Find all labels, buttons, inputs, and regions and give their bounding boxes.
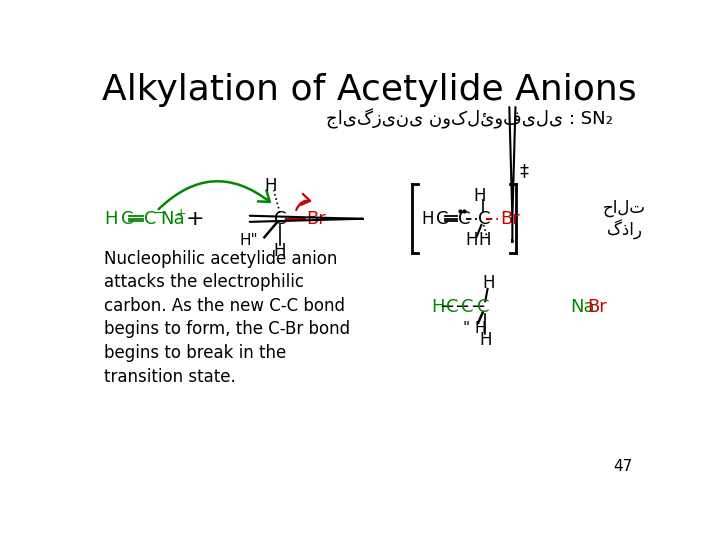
Text: +: + <box>176 207 186 220</box>
Text: ‡: ‡ <box>519 163 528 180</box>
Text: C: C <box>436 210 449 228</box>
Text: Br: Br <box>500 210 520 228</box>
Text: C: C <box>462 298 474 316</box>
Text: H: H <box>483 274 495 292</box>
Text: H: H <box>421 210 433 228</box>
Text: H: H <box>104 210 117 228</box>
Text: " H: " H <box>464 321 487 336</box>
Text: H: H <box>264 178 276 195</box>
Text: H: H <box>474 187 486 205</box>
Text: C: C <box>458 210 471 228</box>
Text: گذار: گذار <box>607 219 642 240</box>
Text: Nucleophilic acetylide anion
attacks the electrophilic
carbon. As the new C-C bo: Nucleophilic acetylide anion attacks the… <box>104 249 350 386</box>
Text: جایگزینی نوکلئوفیلی : SN₂: جایگزینی نوکلئوفیلی : SN₂ <box>326 109 613 129</box>
Text: C: C <box>121 210 133 228</box>
Text: +: + <box>185 209 204 229</box>
FancyArrowPatch shape <box>158 181 270 209</box>
Text: H: H <box>479 330 492 349</box>
Text: C: C <box>144 210 157 228</box>
FancyArrowPatch shape <box>296 194 310 210</box>
Text: H": H" <box>240 233 258 248</box>
Text: −: − <box>454 298 469 316</box>
Text: H: H <box>274 242 286 260</box>
Text: Br: Br <box>306 210 326 228</box>
Text: C: C <box>274 210 286 228</box>
Text: Na: Na <box>570 298 595 316</box>
Text: 47: 47 <box>613 459 632 474</box>
Text: Na: Na <box>160 210 184 228</box>
Text: −: − <box>469 298 485 316</box>
Text: Br: Br <box>587 298 606 316</box>
Text: C: C <box>478 210 491 228</box>
Text: −: − <box>153 207 164 220</box>
Text: −: − <box>438 298 454 316</box>
Text: Alkylation of Acetylide Anions: Alkylation of Acetylide Anions <box>102 73 636 107</box>
Text: H: H <box>478 231 491 249</box>
Text: C: C <box>477 298 489 316</box>
Text: حالت: حالت <box>603 199 647 217</box>
Text: C: C <box>446 298 458 316</box>
Text: H: H <box>466 231 478 249</box>
Text: H: H <box>431 298 444 316</box>
